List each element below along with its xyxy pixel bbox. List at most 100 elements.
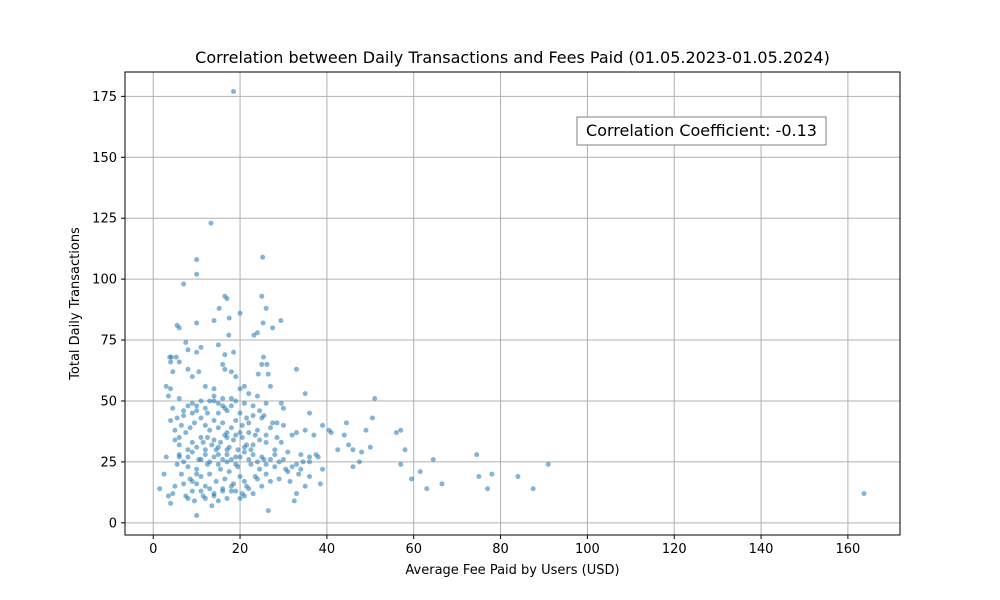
scatter-point	[194, 471, 200, 477]
scatter-point	[170, 491, 176, 497]
scatter-point	[204, 410, 210, 416]
scatter-point	[424, 486, 430, 492]
scatter-point	[260, 320, 266, 326]
scatter-point	[254, 476, 260, 482]
scatter-point	[320, 422, 326, 428]
scatter-point	[409, 476, 415, 482]
scatter-point	[163, 454, 169, 460]
scatter-point	[202, 452, 208, 458]
scatter-point	[194, 257, 200, 263]
scatter-point	[211, 393, 217, 399]
scatter-point	[189, 449, 195, 455]
scatter-point	[215, 410, 221, 416]
x-tick-label: 120	[662, 542, 687, 557]
scatter-point	[224, 452, 230, 458]
scatter-point	[356, 459, 362, 465]
scatter-point	[289, 432, 295, 438]
scatter-point	[194, 349, 200, 355]
y-tick-label: 0	[109, 516, 117, 531]
scatter-points	[157, 88, 867, 519]
scatter-point	[211, 493, 217, 499]
scatter-point	[194, 481, 200, 487]
scatter-point	[263, 471, 269, 477]
scatter-point	[237, 474, 243, 480]
scatter-point	[208, 220, 214, 226]
scatter-point	[278, 318, 284, 324]
scatter-point	[176, 452, 182, 458]
x-tick-label: 20	[232, 542, 249, 557]
scatter-point	[198, 415, 204, 421]
scatter-point	[263, 432, 269, 438]
scatter-point	[261, 413, 267, 419]
scatter-point	[398, 461, 404, 467]
scatter-point	[189, 439, 195, 445]
scatter-point	[211, 417, 217, 423]
scatter-point	[189, 478, 195, 484]
scatter-point	[293, 366, 299, 372]
scatter-point	[302, 391, 308, 397]
x-tick-label: 100	[575, 542, 600, 557]
axis-ticks: 0 20 40 60 80 100 120 140 160 0 25 50 75 100 125 150 175	[92, 90, 860, 557]
scatter-point	[185, 403, 191, 409]
scatter-point	[272, 464, 278, 470]
scatter-point	[189, 400, 195, 406]
scatter-point	[181, 459, 187, 465]
scatter-point	[259, 293, 265, 299]
scatter-point	[231, 88, 237, 94]
scatter-point	[350, 464, 356, 470]
scatter-point	[215, 342, 221, 348]
scatter-point	[476, 474, 482, 480]
scatter-point	[237, 454, 243, 460]
scatter-point	[207, 427, 213, 433]
y-tick-label: 175	[92, 90, 117, 105]
scatter-point	[211, 454, 217, 460]
scatter-point	[185, 454, 191, 460]
y-tick-label: 25	[100, 455, 117, 470]
scatter-point	[233, 488, 239, 494]
scatter-point	[202, 495, 208, 501]
scatter-point	[246, 430, 252, 436]
chart-title: Correlation between Daily Transactions a…	[195, 48, 830, 67]
scatter-point	[259, 454, 265, 460]
scatter-point	[237, 410, 243, 416]
scatter-point	[173, 354, 179, 360]
scatter-point	[257, 437, 263, 443]
scatter-point	[196, 369, 202, 375]
scatter-point	[183, 339, 189, 345]
scatter-point	[263, 305, 269, 311]
scatter-point	[185, 347, 191, 353]
scatter-point	[222, 476, 228, 482]
scatter-point	[307, 474, 313, 480]
scatter-point	[189, 374, 195, 380]
scatter-point	[187, 425, 193, 431]
scatter-point	[189, 488, 195, 494]
scatter-point	[246, 486, 252, 492]
scatter-point	[237, 430, 243, 436]
scatter-point	[220, 488, 226, 494]
scatter-point	[222, 432, 228, 438]
scatter-point	[259, 361, 265, 367]
scatter-point	[246, 420, 252, 426]
scatter-point	[293, 491, 299, 497]
scatter-point	[178, 471, 184, 477]
grid-lines	[125, 72, 900, 535]
scatter-point	[228, 403, 234, 409]
scatter-point	[165, 393, 171, 399]
scatter-point	[216, 305, 222, 311]
scatter-point	[298, 452, 304, 458]
scatter-point	[194, 408, 200, 414]
scatter-point	[168, 500, 174, 506]
scatter-point	[172, 437, 178, 443]
y-tick-label: 125	[92, 212, 117, 227]
scatter-point	[274, 435, 280, 441]
scatter-point	[161, 471, 167, 477]
scatter-point	[181, 408, 187, 414]
scatter-point	[302, 427, 308, 433]
scatter-point	[202, 405, 208, 411]
scatter-point	[176, 442, 182, 448]
scatter-point	[257, 466, 263, 472]
correlation-coefficient-label: Correlation Coefficient: -0.13	[586, 121, 817, 140]
scatter-point	[170, 369, 176, 375]
plot-frame	[124, 71, 901, 536]
